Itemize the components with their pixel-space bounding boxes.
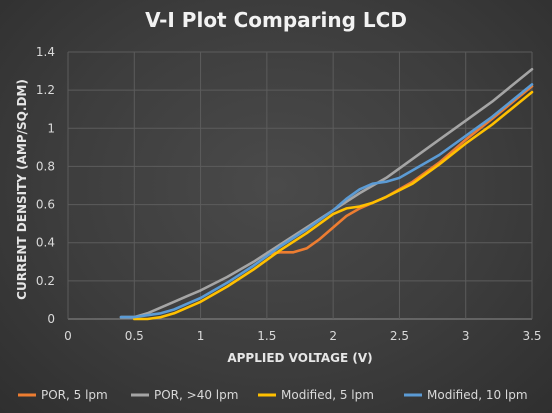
chart-title: V-I Plot Comparing LCD [145, 8, 407, 32]
x-tick-label: 3.5 [522, 329, 541, 343]
x-tick-label: 2.5 [390, 329, 409, 343]
y-tick-label: 0.6 [36, 198, 55, 212]
x-tick-label: 2 [329, 329, 337, 343]
x-tick-label: 0 [64, 329, 72, 343]
series-line-2 [119, 67, 534, 319]
x-tick-label: 1 [197, 329, 205, 343]
y-axis-title: CURRENT DENSITY (AMP/SQ.DM) [15, 79, 29, 300]
y-tick-label: 0.4 [36, 236, 55, 250]
y-tick-label: 1.4 [36, 45, 55, 59]
y-tick-label: 0.2 [36, 274, 55, 288]
legend-label-3: Modified, 5 lpm [281, 388, 374, 402]
y-tick-label: 0 [47, 312, 55, 326]
y-tick-label: 1.2 [36, 83, 55, 97]
x-axis-title: APPLIED VOLTAGE (V) [227, 351, 372, 365]
y-tick-label: 0.8 [36, 159, 55, 173]
x-tick-label: 1.5 [257, 329, 276, 343]
legend-label-1: POR, 5 lpm [41, 388, 108, 402]
x-tick-label: 0.5 [125, 329, 144, 343]
x-tick-label: 3 [462, 329, 470, 343]
series-line-3 [133, 90, 534, 321]
series-line-4 [119, 83, 534, 319]
legend-label-4: Modified, 10 lpm [427, 388, 528, 402]
legend-label-2: POR, >40 lpm [154, 388, 238, 402]
y-tick-label: 1 [47, 121, 55, 135]
